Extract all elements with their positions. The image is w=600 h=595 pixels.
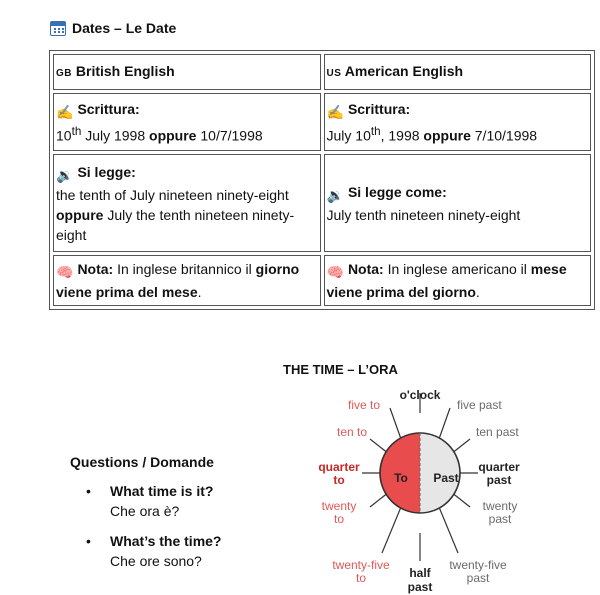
american-write-pre: July 10 xyxy=(326,127,371,144)
quarter-past-label: quarter xyxy=(478,460,520,474)
five-to-label: five to xyxy=(348,398,380,412)
british-write-alt: 10/7/1998 xyxy=(196,127,263,144)
bullet-icon: • xyxy=(86,533,91,549)
twenty-five-past-label-2: past xyxy=(467,571,490,585)
clock-to-half xyxy=(380,433,420,513)
question-item: • What’s the time? Che ore sono? xyxy=(70,531,222,571)
calendar-icon xyxy=(50,20,66,36)
questions-section: Questions / Domande • What time is it? C… xyxy=(70,452,222,581)
half-label: half xyxy=(409,566,431,580)
british-read-or: oppure xyxy=(56,206,104,223)
us-flag-icon: US xyxy=(326,67,342,79)
dates-table: GB British English US American English ✍… xyxy=(49,50,595,310)
twenty-past-label-2: past xyxy=(489,512,512,526)
british-note-text: In inglese britannico il xyxy=(113,261,256,277)
question-english: What time is it? xyxy=(110,483,214,499)
british-write-day: 10 xyxy=(56,127,72,144)
quarter-to-label-2: to xyxy=(333,473,344,487)
question-italian: Che ora è? xyxy=(110,503,180,519)
american-header-cell: US American English xyxy=(323,54,591,90)
clock-ticks xyxy=(362,393,478,561)
british-header: British English xyxy=(75,62,175,79)
twenty-five-to-label-2: to xyxy=(356,571,366,585)
brain-icon: 🧠 xyxy=(326,264,344,280)
gb-flag-icon: GB xyxy=(56,67,72,79)
ten-to-label: ten to xyxy=(337,425,367,439)
table-row-writing: ✍️ Scrittura: 10th July 1998 oppure 10/7/… xyxy=(53,93,591,151)
question-item: • What time is it? Che ora è? xyxy=(70,481,222,521)
twenty-five-past-label: twenty-five xyxy=(449,558,507,572)
clock-diagram: To Past o'clock half past five to ten to… xyxy=(318,388,520,594)
british-note-cell: 🧠 Nota: In inglese britannico il giorno v… xyxy=(53,255,321,306)
british-note-end: . xyxy=(197,284,202,300)
question-english: What’s the time? xyxy=(110,533,222,549)
time-title: THE TIME – L’ORA xyxy=(283,362,398,377)
quarter-to-label: quarter xyxy=(318,460,360,474)
writing-hand-icon: ✍️ xyxy=(56,103,74,120)
table-header-row: GB British English US American English xyxy=(53,54,591,90)
dates-title: Dates – Le Date xyxy=(72,20,177,36)
oclock-label: o'clock xyxy=(400,388,441,402)
questions-title: Questions / Domande xyxy=(70,454,214,470)
american-note-bold: mese viene prima del giorno xyxy=(326,261,567,300)
american-write-label: Scrittura: xyxy=(347,100,411,117)
brain-icon: 🧠 xyxy=(56,264,74,280)
american-note-end: . xyxy=(475,284,480,300)
twenty-five-to-label: twenty-five xyxy=(332,558,390,572)
ten-past-label: ten past xyxy=(476,425,519,439)
twenty-to-label: twenty xyxy=(322,499,357,513)
clock-past-label: Past xyxy=(433,471,458,485)
british-note-bold: giorno viene prima del mese xyxy=(56,261,300,300)
twenty-past-label: twenty xyxy=(483,499,518,513)
quarter-past-label-2: past xyxy=(487,473,512,487)
american-write-alt: 7/10/1998 xyxy=(470,127,538,144)
question-italian: Che ore sono? xyxy=(110,553,202,569)
british-read-line1: the tenth of July nineteen ninety-eight xyxy=(56,186,289,203)
british-note-label: Nota: xyxy=(77,261,114,277)
british-write-sup: th xyxy=(71,124,82,138)
american-note-text: In inglese americano il xyxy=(383,261,531,277)
writing-hand-icon: ✍️ xyxy=(326,103,344,120)
half-past-label: past xyxy=(408,580,433,594)
table-row-note: 🧠 Nota: In inglese britannico il giorno v… xyxy=(53,255,591,306)
american-header: American English xyxy=(344,62,464,79)
british-read-line2: July the tenth nineteen ninety-eight xyxy=(56,206,295,243)
table-row-reading: 🔉 Si legge: the tenth of July nineteen ni… xyxy=(53,154,591,252)
five-past-label: five past xyxy=(457,398,502,412)
bullet-icon: • xyxy=(86,483,91,499)
british-writing-cell: ✍️ Scrittura: 10th July 1998 oppure 10/7/… xyxy=(53,93,321,151)
american-read-line1: July tenth nineteen ninety-eight xyxy=(326,206,521,223)
speaker-icon: 🔉 xyxy=(326,186,344,203)
american-read-label: Si legge come: xyxy=(347,183,447,200)
dates-heading: Dates – Le Date xyxy=(50,20,176,36)
twenty-to-label-2: to xyxy=(334,512,344,526)
speaker-icon: 🔉 xyxy=(56,166,74,183)
clock-to-label: To xyxy=(394,471,408,485)
american-write-or: oppure xyxy=(423,127,471,144)
american-write-sup: th xyxy=(370,124,381,138)
british-write-or: oppure xyxy=(149,127,197,144)
american-reading-cell: 🔉 Si legge come: July tenth nineteen nine… xyxy=(323,154,591,252)
british-write-rest: July 1998 xyxy=(81,127,150,144)
british-write-label: Scrittura: xyxy=(77,100,140,117)
british-read-label: Si legge: xyxy=(77,163,136,180)
british-header-cell: GB British English xyxy=(53,54,321,90)
american-note-label: Nota: xyxy=(347,261,384,277)
british-reading-cell: 🔉 Si legge: the tenth of July nineteen ni… xyxy=(53,154,321,252)
american-write-rest: , 1998 xyxy=(380,127,424,144)
clock-past-half xyxy=(420,433,460,513)
american-note-cell: 🧠 Nota: In inglese americano il mese vien… xyxy=(323,255,591,306)
american-writing-cell: ✍️ Scrittura: July 10th, 1998 oppure 7/10… xyxy=(323,93,591,151)
